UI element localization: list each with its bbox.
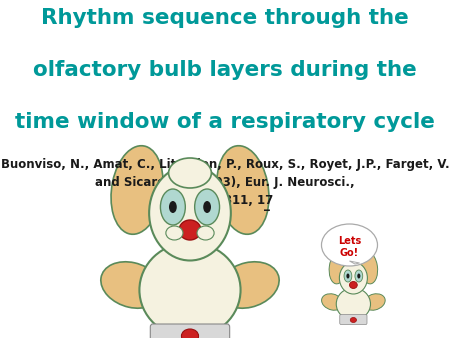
Ellipse shape — [160, 189, 185, 225]
Text: olfactory bulb layers during the: olfactory bulb layers during the — [33, 60, 417, 80]
Ellipse shape — [166, 226, 183, 240]
Ellipse shape — [350, 317, 356, 322]
Text: Lets
Go!: Lets Go! — [338, 236, 361, 258]
Ellipse shape — [169, 201, 177, 213]
FancyBboxPatch shape — [150, 324, 230, 338]
Ellipse shape — [364, 294, 385, 310]
Ellipse shape — [179, 220, 201, 240]
Ellipse shape — [357, 273, 360, 279]
Text: and Sicard, G. (2003), Eur. J. Neurosci.,: and Sicard, G. (2003), Eur. J. Neurosci.… — [95, 176, 355, 189]
Polygon shape — [350, 261, 360, 264]
Ellipse shape — [336, 288, 370, 320]
Ellipse shape — [140, 242, 241, 338]
Ellipse shape — [360, 252, 378, 284]
Text: Buonviso, N., Amat, C., Litaudon, P., Roux, S., Royet, J.P., Farget, V.: Buonviso, N., Amat, C., Litaudon, P., Ro… — [1, 158, 449, 171]
Ellipse shape — [111, 146, 163, 234]
Ellipse shape — [163, 332, 217, 338]
Ellipse shape — [344, 270, 352, 282]
Ellipse shape — [329, 252, 346, 284]
Ellipse shape — [197, 226, 214, 240]
Ellipse shape — [217, 262, 279, 308]
Ellipse shape — [217, 146, 269, 234]
Ellipse shape — [339, 262, 367, 294]
Ellipse shape — [321, 224, 378, 266]
FancyBboxPatch shape — [340, 314, 367, 324]
Ellipse shape — [101, 262, 162, 308]
Ellipse shape — [181, 329, 198, 338]
Text: _: _ — [264, 198, 270, 211]
Text: Rhythm sequence through the: Rhythm sequence through the — [41, 8, 409, 28]
Text: time window of a respiratory cycle: time window of a respiratory cycle — [15, 112, 435, 132]
Ellipse shape — [355, 270, 363, 282]
Ellipse shape — [169, 158, 212, 188]
Ellipse shape — [350, 282, 357, 289]
Ellipse shape — [203, 201, 211, 213]
Ellipse shape — [346, 273, 350, 279]
Ellipse shape — [149, 166, 231, 261]
Ellipse shape — [195, 189, 220, 225]
Text: 1819–1811, 17: 1819–1811, 17 — [177, 194, 273, 207]
Ellipse shape — [322, 294, 343, 310]
